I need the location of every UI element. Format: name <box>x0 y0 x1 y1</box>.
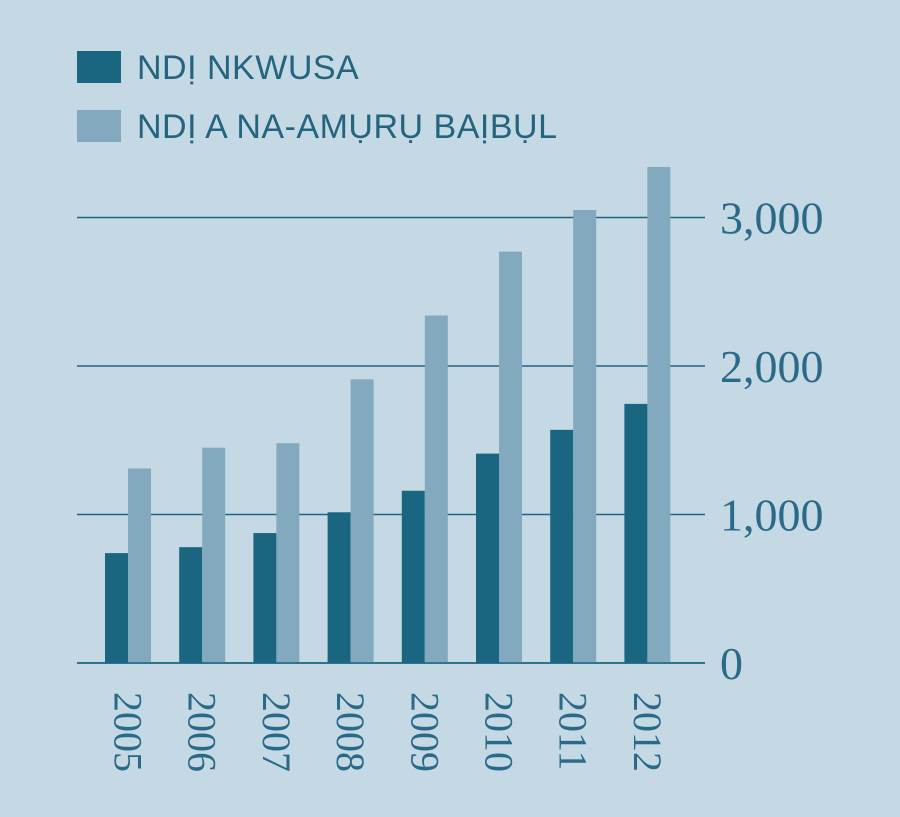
bar-series-2-2007 <box>276 443 300 663</box>
bar-series-2-2008 <box>350 379 374 663</box>
legend-swatch-series-1 <box>77 51 121 83</box>
x-tick-label-2009: 2009 <box>402 692 447 772</box>
bar-series-1-2005 <box>105 553 128 663</box>
bars <box>77 167 705 664</box>
x-tick-label-2010: 2010 <box>477 692 522 772</box>
legend-item-series-1: NDỊ NKWUSA <box>77 49 359 87</box>
bar-series-2-2010 <box>499 251 522 663</box>
x-axis-tick-labels: 2005 2006 2007 2008 2009 2010 2011 2012 <box>106 692 670 772</box>
x-tick-label-2008: 2008 <box>328 692 373 772</box>
y-tick-label-2000: 2,000 <box>720 341 824 392</box>
bar-series-2-2005 <box>128 468 151 663</box>
legend-item-series-2: NDỊ A NA-AMỤRỤ BAỊBỤL <box>77 108 557 146</box>
bar-series-2-2012 <box>647 167 671 663</box>
y-tick-label-1000: 1,000 <box>720 490 824 541</box>
legend-label-series-2: NDỊ A NA-AMỤRỤ BAỊBỤL <box>137 108 557 146</box>
bar-series-2-2006 <box>202 447 226 663</box>
y-tick-label-3000: 3,000 <box>720 193 824 244</box>
x-tick-label-2007: 2007 <box>254 692 299 772</box>
legend-swatch-series-2 <box>77 110 121 142</box>
bar-series-1-2008 <box>327 512 351 663</box>
bar-series-1-2010 <box>476 453 499 663</box>
x-tick-label-2006: 2006 <box>180 692 225 772</box>
bar-series-1-2009 <box>401 490 425 663</box>
bar-series-1-2012 <box>624 403 648 663</box>
legend-label-series-1: NDỊ NKWUSA <box>137 49 359 87</box>
bar-series-1-2007 <box>253 533 277 663</box>
bar-series-2-2009 <box>424 315 448 663</box>
x-tick-label-2005: 2005 <box>106 692 151 772</box>
y-axis-tick-labels: 0 1,000 2,000 3,000 <box>720 193 824 690</box>
legend: NDỊ NKWUSA NDỊ A NA-AMỤRỤ BAỊBỤL <box>77 49 557 146</box>
x-tick-label-2012: 2012 <box>625 692 670 772</box>
y-tick-label-0: 0 <box>720 638 743 689</box>
x-tick-label-2011: 2011 <box>551 692 596 771</box>
bar-series-2-2011 <box>573 210 597 663</box>
bar-series-1-2006 <box>179 547 203 663</box>
bar-series-1-2011 <box>550 429 574 663</box>
